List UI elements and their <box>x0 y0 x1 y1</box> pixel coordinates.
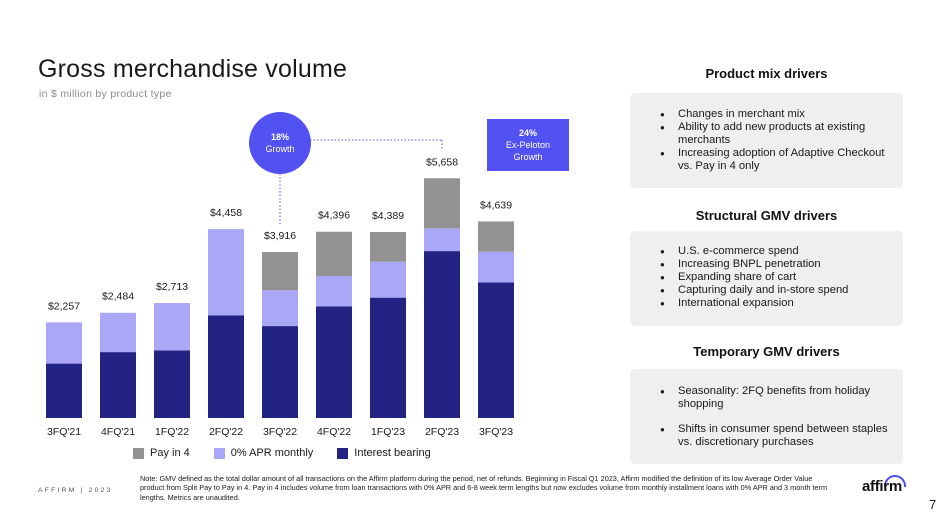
x-tick-label: 1FQ'23 <box>371 426 405 438</box>
structural-item: Expanding share of cart <box>648 271 889 284</box>
structural-box: U.S. e-commerce spend Increasing BNPL pe… <box>630 231 903 326</box>
bar-pay-in-4 <box>262 252 298 291</box>
bar-0-apr-monthly <box>46 322 82 364</box>
page-subtitle: in $ million by product type <box>39 88 172 100</box>
bar-total-label: $4,639 <box>480 199 512 211</box>
bar-pay-in-4 <box>478 221 514 252</box>
x-tick-label: 4FQ'21 <box>101 426 135 438</box>
product-mix-item: Increasing adoption of Adaptive Checkout… <box>648 147 889 173</box>
bar-total-label: $4,458 <box>210 207 242 219</box>
temporary-item: Seasonality: 2FQ benefits from holiday s… <box>648 385 889 411</box>
bar-0-apr-monthly <box>100 312 136 353</box>
ex-peloton-growth-value: 24% <box>519 128 537 138</box>
bar-0-apr-monthly <box>424 228 460 252</box>
ex-peloton-growth-label: Ex-Peloton <box>506 140 550 150</box>
ex-peloton-growth-box <box>487 119 569 171</box>
bar-interest-bearing <box>208 315 244 418</box>
bar-pay-in-4 <box>370 232 406 262</box>
bar-interest-bearing <box>100 352 136 418</box>
legend-label-interest-bearing: Interest bearing <box>354 447 431 459</box>
bar-pay-in-4 <box>424 178 460 229</box>
x-tick-label: 2FQ'23 <box>425 426 459 438</box>
bar-total-label: $2,484 <box>102 291 134 303</box>
bar-0-apr-monthly <box>370 261 406 298</box>
chart-legend: Pay in 4 0% APR monthly Interest bearing <box>133 447 431 459</box>
bar-0-apr-monthly <box>316 275 352 307</box>
legend-swatch-pay-in-4 <box>133 447 144 459</box>
bar-total-label: $2,713 <box>156 281 188 293</box>
structural-item: International expansion <box>648 297 889 310</box>
growth-circle-value: 18% <box>271 132 289 142</box>
structural-item: Capturing daily and in-store spend <box>648 284 889 297</box>
bar-total-label: $5,658 <box>426 156 458 168</box>
temporary-box: Seasonality: 2FQ benefits from holiday s… <box>630 369 903 464</box>
structural-item: Increasing BNPL penetration <box>648 258 889 271</box>
x-tick-label: 2FQ'22 <box>209 426 243 438</box>
growth-circle-label: Growth <box>265 144 294 154</box>
page-number: 7 <box>929 497 937 512</box>
bar-interest-bearing <box>370 297 406 418</box>
legend-item-interest-bearing: Interest bearing <box>337 447 431 459</box>
bar-total-label: $4,396 <box>318 210 350 222</box>
structural-title: Structural GMV drivers <box>695 208 838 223</box>
x-tick-label: 3FQ'23 <box>479 426 513 438</box>
bar-interest-bearing <box>478 282 514 418</box>
affirm-logo-arc-icon <box>884 475 906 487</box>
footer-brand: AFFIRM | 2023 <box>38 487 113 494</box>
footnote: Note: GMV defined as the total dollar am… <box>140 474 828 502</box>
bar-0-apr-monthly <box>154 303 190 351</box>
temporary-item: Shifts in consumer spend between staples… <box>648 423 889 449</box>
x-tick-label: 3FQ'22 <box>263 426 297 438</box>
bar-total-label: $3,916 <box>264 230 296 242</box>
gmv-stacked-bar-chart: $2,257 3FQ'21 $2,484 4FQ'21 $2,713 1FQ'22 $4,4… <box>46 112 569 438</box>
growth-circle <box>249 112 311 174</box>
bar-0-apr-monthly <box>478 251 514 283</box>
temporary-list: Seasonality: 2FQ benefits from holiday s… <box>648 385 889 449</box>
x-tick-label: 3FQ'21 <box>47 426 81 438</box>
legend-swatch-interest-bearing <box>337 447 349 459</box>
bar-0-apr-monthly <box>262 290 298 327</box>
legend-label-pay-in-4: Pay in 4 <box>150 447 190 459</box>
bar-total-label: $2,257 <box>48 300 80 312</box>
bar-total-label: $4,389 <box>372 210 404 222</box>
bar-interest-bearing <box>262 326 298 418</box>
page-title: Gross merchandise volume <box>38 55 348 83</box>
bar-interest-bearing <box>154 350 190 418</box>
bar-interest-bearing <box>46 363 82 418</box>
legend-label-0-apr-monthly: 0% APR monthly <box>230 447 314 459</box>
affirm-logo: affirm <box>862 478 902 495</box>
temporary-title: Temporary GMV drivers <box>693 344 840 359</box>
x-tick-label: 1FQ'22 <box>155 426 189 438</box>
product-mix-item: Ability to add new products at existing … <box>648 121 889 147</box>
product-mix-box: Changes in merchant mix Ability to add n… <box>630 93 903 188</box>
structural-list: U.S. e-commerce spend Increasing BNPL pe… <box>648 245 889 310</box>
bar-pay-in-4 <box>316 231 352 276</box>
legend-swatch-0-apr-monthly <box>213 447 225 459</box>
product-mix-title: Product mix drivers <box>705 66 828 81</box>
ex-peloton-growth-label: Growth <box>513 152 542 162</box>
structural-item: U.S. e-commerce spend <box>648 245 889 258</box>
legend-item-pay-in-4: Pay in 4 <box>133 447 190 459</box>
product-mix-item: Changes in merchant mix <box>648 108 889 121</box>
bar-interest-bearing <box>424 251 460 418</box>
bar-0-apr-monthly <box>208 229 244 316</box>
product-mix-list: Changes in merchant mix Ability to add n… <box>648 108 889 173</box>
bar-interest-bearing <box>316 306 352 418</box>
legend-item-0-apr-monthly: 0% APR monthly <box>213 447 314 459</box>
x-tick-label: 4FQ'22 <box>317 426 351 438</box>
